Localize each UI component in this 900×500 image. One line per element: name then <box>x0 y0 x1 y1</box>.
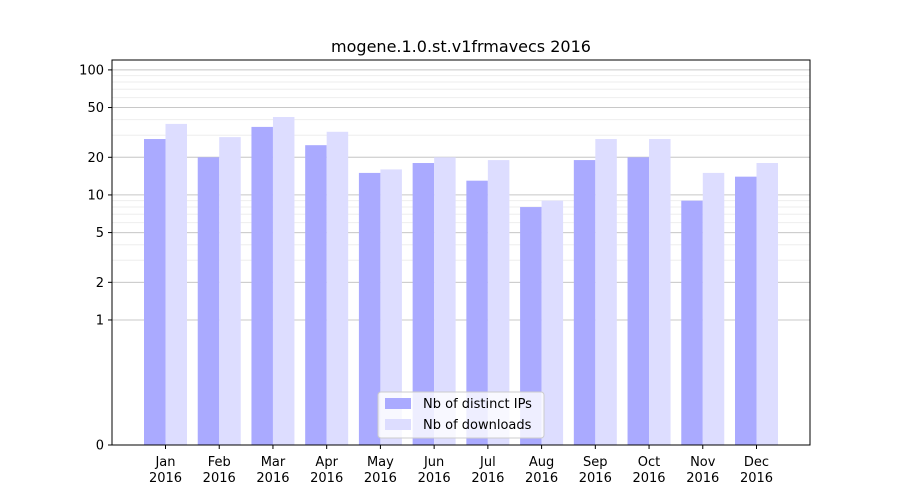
bar-distinct-ips <box>681 200 703 445</box>
bar-downloads <box>272 117 295 445</box>
bar-downloads <box>380 169 402 445</box>
y-tick-label: 20 <box>87 151 104 166</box>
x-tick-label: Jul 2016 <box>471 455 504 486</box>
legend-swatch-distinct-ips <box>385 398 411 409</box>
x-tick-label: Nov 2016 <box>686 455 719 486</box>
bar-downloads <box>756 163 778 445</box>
x-tick-label: Mar 2016 <box>256 455 289 486</box>
bar-distinct-ips <box>627 157 650 445</box>
bar-downloads <box>219 137 241 445</box>
bar-downloads <box>649 139 671 445</box>
bar-downloads <box>702 172 725 445</box>
legend-box <box>377 391 545 439</box>
bar-distinct-ips <box>412 163 435 445</box>
bar-distinct-ips <box>735 176 757 445</box>
x-tick-label: Apr 2016 <box>310 455 343 486</box>
bar-distinct-ips <box>573 160 596 445</box>
bar-downloads <box>434 157 456 445</box>
x-tick-label: Jun 2016 <box>418 455 451 486</box>
y-tick-label: 50 <box>87 101 104 116</box>
y-tick-label: 1 <box>96 313 104 328</box>
bar-distinct-ips <box>251 126 273 446</box>
legend: Nb of distinct IPs Nb of downloads <box>377 391 545 439</box>
y-axis: 0 1 2 5 10 20 50 100 <box>79 63 112 454</box>
legend-swatch-downloads <box>385 419 411 430</box>
bar-downloads <box>326 131 349 445</box>
bar-distinct-ips <box>305 145 327 445</box>
bar-distinct-ips <box>520 207 542 445</box>
plot-frame <box>111 59 811 446</box>
x-tick-label: Jan 2016 <box>149 455 182 486</box>
x-axis: Jan 2016 Feb 2016 Mar 2016 Apr 2016 May 2016 Jun 20… <box>149 445 773 486</box>
x-tick-label: Aug 2016 <box>525 455 558 486</box>
bar-downloads <box>165 123 187 445</box>
x-tick-label: May 2016 <box>364 455 397 486</box>
x-tick-label: Dec 2016 <box>740 455 773 486</box>
x-tick-label: Feb 2016 <box>203 455 236 486</box>
y-tick-label: 5 <box>96 226 104 241</box>
y-tick-label: 10 <box>87 188 104 203</box>
bar-distinct-ips <box>197 157 220 445</box>
y-tick-label: 2 <box>96 276 104 291</box>
y-tick-label: 0 <box>96 439 104 454</box>
chart-title: mogene.1.0.st.v1frmavecs 2016 <box>331 37 591 56</box>
bar-distinct-ips <box>144 139 166 445</box>
bar-distinct-ips <box>466 180 488 445</box>
y-tick-label: 100 <box>79 63 104 78</box>
legend-label-distinct-ips: Nb of distinct IPs <box>423 397 532 412</box>
bar-downloads <box>487 160 510 445</box>
bar-distinct-ips <box>358 172 381 445</box>
x-tick-label: Sep 2016 <box>579 455 612 486</box>
bar-downloads <box>541 200 564 445</box>
legend-label-downloads: Nb of downloads <box>423 418 532 433</box>
x-tick-label: Oct 2016 <box>632 455 665 486</box>
bars-group <box>144 117 778 446</box>
bar-downloads <box>595 139 617 445</box>
